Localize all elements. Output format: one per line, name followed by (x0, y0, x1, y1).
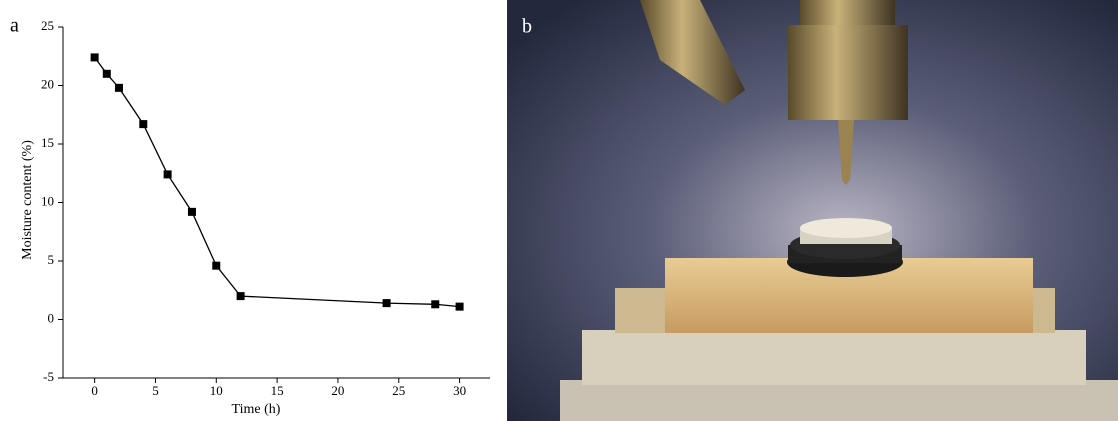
data-point (383, 299, 391, 307)
y-tick-label: 25 (41, 18, 54, 33)
data-point (91, 53, 99, 61)
data-point (103, 70, 111, 78)
x-tick-label: 0 (91, 383, 98, 398)
data-point (212, 262, 220, 270)
y-tick-label: 0 (48, 310, 55, 325)
y-tick-label: -5 (43, 369, 54, 384)
x-tick-label: 15 (271, 383, 284, 398)
photo: b (507, 0, 1118, 421)
y-tick-label: 5 (48, 252, 55, 267)
x-tick-label: 5 (152, 383, 159, 398)
x-tick-label: 10 (210, 383, 223, 398)
data-point (237, 292, 245, 300)
panel-label: b (522, 16, 532, 38)
y-tick-label: 15 (41, 135, 54, 150)
data-point (139, 120, 147, 128)
x-tick-label: 20 (331, 383, 344, 398)
data-line (95, 57, 460, 306)
panel-label: a (10, 15, 19, 37)
data-point (188, 208, 196, 216)
x-tick-label: 25 (392, 383, 405, 398)
y-tick-label: 20 (41, 76, 54, 91)
y-axis-label: Moisture content (%) (20, 140, 35, 260)
data-point (164, 170, 172, 178)
data-point (431, 300, 439, 308)
x-axis-label: Time (h) (232, 402, 281, 417)
y-tick-label: 10 (41, 193, 54, 208)
x-tick-label: 30 (453, 383, 466, 398)
data-point (115, 84, 123, 92)
data-point (456, 303, 464, 311)
page: a Time (h) Moisture content (%) b -5 0 (0, 0, 1118, 421)
figure: a Time (h) Moisture content (%) b -5 0 (0, 0, 1118, 421)
